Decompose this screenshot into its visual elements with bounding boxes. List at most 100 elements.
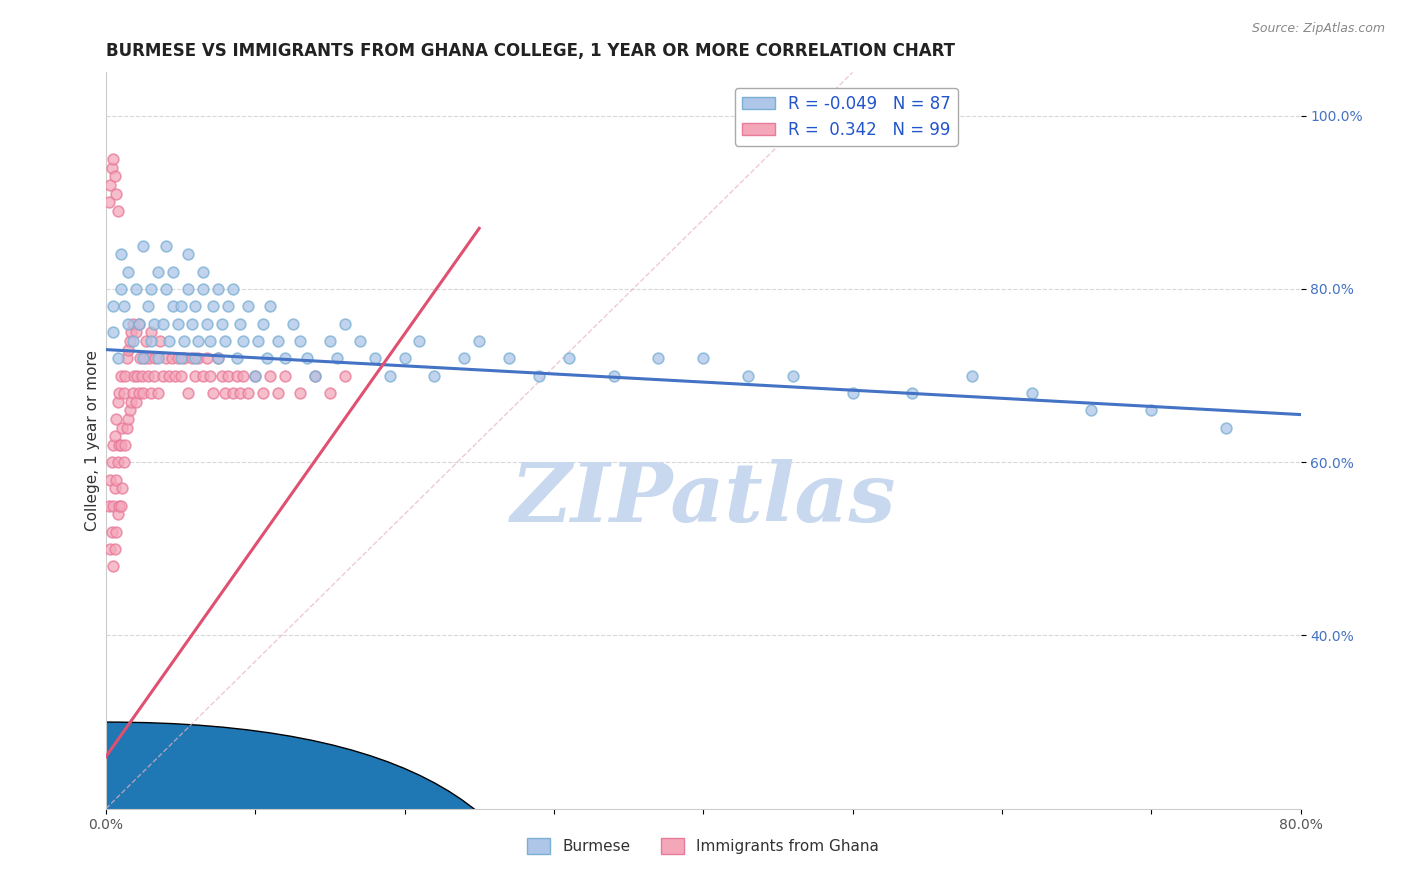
Point [104, 169, 127, 184]
Point [98, 541, 121, 556]
Point [121, 334, 143, 348]
Point [103, 152, 125, 166]
Point [104, 481, 127, 495]
Point [103, 438, 125, 452]
Text: Source: ZipAtlas.com: Source: ZipAtlas.com [1251, 22, 1385, 36]
Point [191, 282, 214, 296]
Point [104, 541, 127, 556]
Point [146, 265, 169, 279]
Point [1021, 385, 1043, 400]
Point [117, 412, 139, 426]
Point [304, 368, 326, 383]
Point [181, 317, 204, 331]
Point [217, 368, 239, 383]
Point [901, 385, 924, 400]
Point [197, 351, 219, 366]
Point [288, 334, 311, 348]
Point [136, 368, 159, 383]
Point [211, 317, 233, 331]
Point [142, 368, 165, 383]
Point [177, 247, 200, 261]
Point [105, 524, 128, 539]
Point [121, 385, 143, 400]
Point [125, 282, 148, 296]
Point [363, 351, 385, 366]
Point [110, 247, 132, 261]
Point [1215, 420, 1237, 434]
Point [139, 282, 162, 296]
Point [101, 524, 124, 539]
Point [841, 385, 863, 400]
Point [108, 385, 131, 400]
Point [181, 351, 204, 366]
Point [107, 455, 129, 469]
Point [394, 351, 416, 366]
Point [187, 351, 209, 366]
Point [468, 334, 491, 348]
Point [155, 351, 177, 366]
Point [127, 368, 149, 383]
Point [118, 403, 141, 417]
Point [558, 351, 581, 366]
Point [128, 317, 150, 331]
Point [166, 317, 188, 331]
Text: BURMESE VS IMMIGRANTS FROM GHANA COLLEGE, 1 YEAR OR MORE CORRELATION CHART: BURMESE VS IMMIGRANTS FROM GHANA COLLEGE… [105, 42, 955, 60]
Point [169, 351, 191, 366]
Point [245, 368, 267, 383]
Point [197, 317, 219, 331]
Point [114, 368, 136, 383]
Text: ZIPatlas: ZIPatlas [510, 459, 896, 540]
Point [200, 334, 222, 348]
Point [115, 420, 138, 434]
Point [101, 161, 124, 175]
Point [214, 385, 236, 400]
Point [125, 326, 148, 340]
Point [169, 299, 191, 313]
Point [498, 351, 520, 366]
Point [319, 334, 342, 348]
Point [274, 351, 297, 366]
Point [128, 317, 150, 331]
Point [177, 385, 200, 400]
Point [104, 429, 127, 443]
Point [134, 351, 156, 366]
Point [105, 473, 128, 487]
Point [101, 455, 124, 469]
FancyBboxPatch shape [0, 722, 554, 892]
Point [1140, 403, 1163, 417]
Point [103, 559, 125, 574]
Point [217, 299, 239, 313]
Point [207, 351, 229, 366]
Point [139, 334, 162, 348]
Point [236, 385, 259, 400]
Point [202, 299, 225, 313]
Point [602, 368, 624, 383]
Point [146, 351, 169, 366]
Point [297, 351, 319, 366]
Point [169, 368, 191, 383]
Point [229, 317, 252, 331]
Point [247, 334, 270, 348]
Point [121, 317, 143, 331]
Point [114, 438, 136, 452]
Point [98, 178, 121, 192]
Point [122, 368, 145, 383]
Point [259, 368, 281, 383]
Point [173, 351, 195, 366]
Point [103, 499, 125, 513]
Point [266, 334, 288, 348]
Point [139, 385, 162, 400]
Point [226, 351, 249, 366]
Point [155, 238, 177, 252]
Point [107, 507, 129, 521]
Point [222, 385, 245, 400]
Point [128, 385, 150, 400]
Point [115, 351, 138, 366]
Point [453, 351, 475, 366]
Point [107, 394, 129, 409]
Point [378, 368, 401, 383]
Point [229, 385, 252, 400]
Point [118, 334, 141, 348]
Point [1080, 403, 1102, 417]
Point [333, 368, 356, 383]
